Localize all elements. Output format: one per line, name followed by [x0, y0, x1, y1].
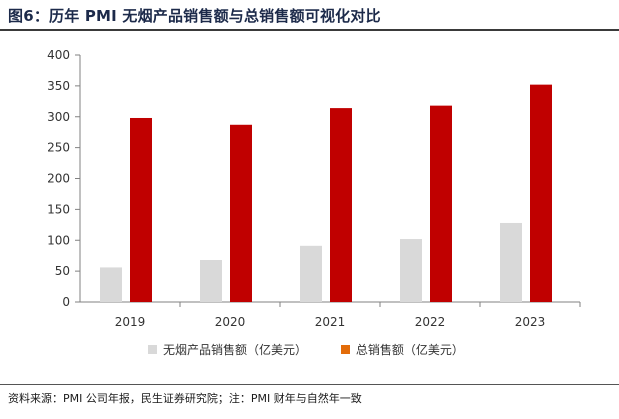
y-tick-label: 200 [47, 172, 70, 186]
bar-smokefree [500, 222, 522, 302]
y-tick-label: 0 [62, 295, 70, 309]
legend-label-smokefree: 无烟产品销售额（亿美元） [163, 343, 308, 357]
bar-smokefree [400, 239, 422, 302]
x-tick-label: 2022 [415, 315, 446, 329]
x-tick-label: 2019 [115, 315, 146, 329]
bar-total [130, 117, 152, 302]
legend-label-total: 总销售额（亿美元） [355, 343, 464, 357]
legend-item-total: 总销售额（亿美元） [340, 341, 464, 358]
y-tick-label: 150 [47, 202, 70, 216]
bar-smokefree [300, 245, 322, 302]
bar-total [230, 124, 252, 302]
bar-smokefree [100, 267, 122, 302]
legend-item-smokefree: 无烟产品销售额（亿美元） [148, 341, 307, 358]
y-tick-label: 50 [55, 264, 70, 278]
figure-title: 图6：历年 PMI 无烟产品销售额与总销售额可视化对比 [8, 7, 381, 25]
y-tick-label: 250 [47, 141, 70, 155]
legend-swatch-smokefree [148, 345, 157, 354]
bar-total [330, 108, 352, 302]
x-tick-label: 2020 [215, 315, 246, 329]
source-note: 资料来源：PMI 公司年报，民生证券研究院；注：PMI 财年与自然年一致 [8, 392, 362, 405]
bar-smokefree [200, 260, 222, 302]
y-tick-label: 300 [47, 110, 70, 124]
title-divider [0, 29, 619, 31]
bar-total [530, 84, 552, 302]
y-tick-label: 100 [47, 233, 70, 247]
bar-chart: 0 50 100 150 200 250 300 350 400 2019 2020 2021 2022… [47, 48, 581, 329]
footer-divider [0, 384, 619, 385]
legend-swatch-total [340, 345, 350, 354]
y-tick-label: 400 [47, 48, 70, 62]
x-tick-label: 2021 [315, 315, 346, 329]
y-tick-label: 350 [47, 79, 70, 93]
chart-legend: 无烟产品销售额（亿美元） 总销售额（亿美元） [148, 341, 494, 358]
bar-total [430, 105, 452, 302]
x-tick-label: 2023 [515, 315, 546, 329]
